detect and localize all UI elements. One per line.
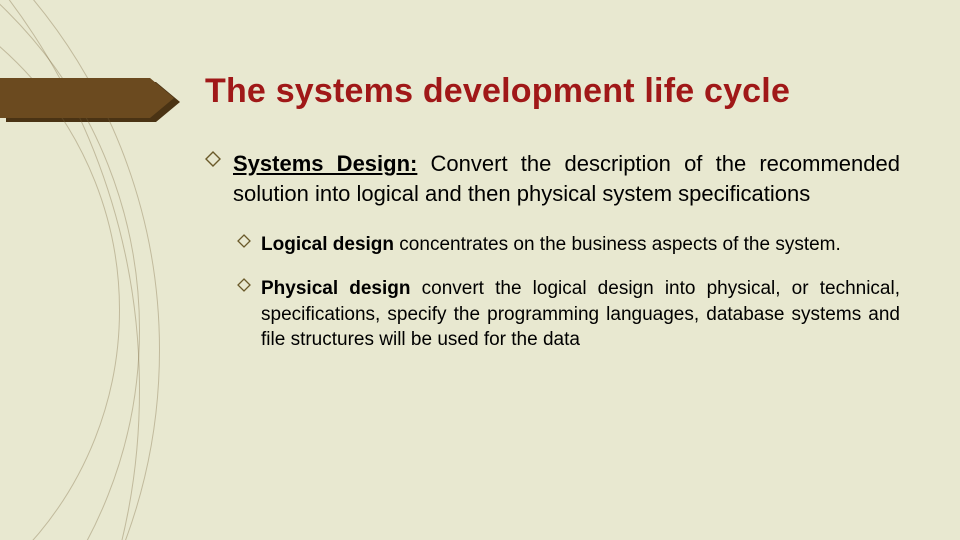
bullet-lead: Systems Design: [233, 151, 417, 176]
bullet-lead: Physical design [261, 278, 411, 299]
bullet-level1: Systems Design: Convert the description … [205, 149, 900, 208]
bullet-level2: Physical design convert the logical desi… [237, 276, 900, 353]
header-arrow-decoration [0, 78, 180, 118]
decorative-arc [0, 0, 140, 540]
bullet-text: concentrates on the business aspects of … [394, 234, 841, 255]
diamond-bullet-icon [237, 234, 251, 248]
decorative-arc [0, 0, 120, 540]
diamond-bullet-icon [205, 151, 221, 167]
decorative-arc [0, 0, 160, 540]
slide-title: The systems development life cycle [205, 72, 900, 111]
diamond-bullet-icon [237, 278, 251, 292]
decorative-arc [0, 0, 140, 540]
slide-content: The systems development life cycle Syste… [205, 72, 900, 371]
bullet-level2: Logical design concentrates on the busin… [237, 232, 900, 258]
bullet-lead: Logical design [261, 234, 394, 255]
